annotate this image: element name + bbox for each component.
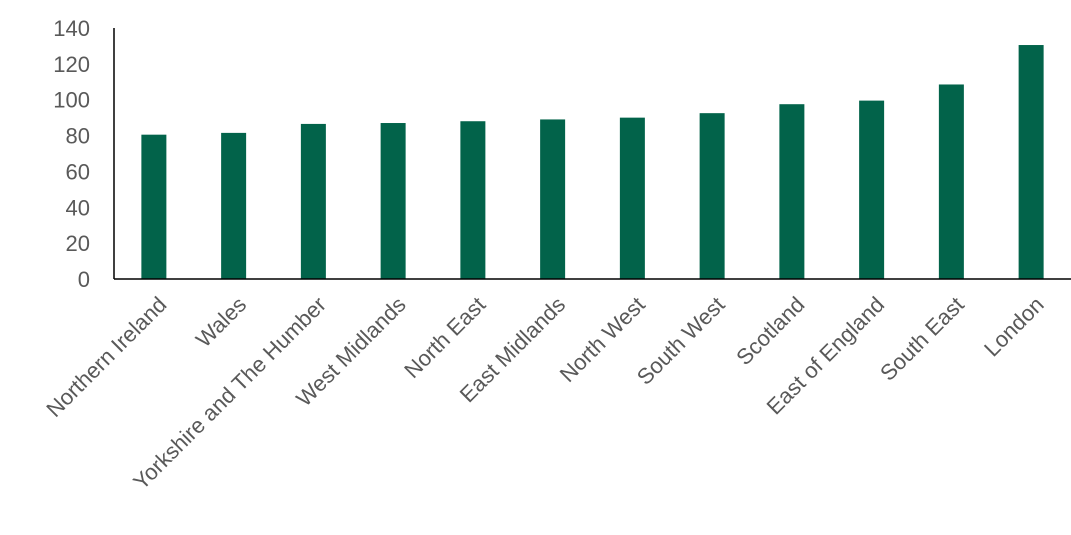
bar [460,121,486,279]
bar [540,119,566,279]
y-tick-label: 60 [66,159,90,184]
y-tick-label: 140 [53,16,90,41]
x-category-label: London [979,292,1049,362]
x-category-label: Scotland [731,292,809,370]
bar [141,134,167,279]
y-tick-label: 40 [66,195,90,220]
x-category-label: Northern Ireland [41,292,171,422]
bars-group [141,45,1044,280]
x-category-label: Wales [191,292,251,352]
bar [859,100,885,279]
bar [221,132,247,279]
y-tick-label: 100 [53,88,90,113]
bar [380,123,406,280]
y-tick-label: 120 [53,52,90,77]
bar [938,84,964,279]
bar [300,123,326,280]
y-tick-label: 20 [66,231,90,256]
bar [699,113,725,280]
bar [619,117,645,280]
bar [779,104,805,279]
y-tick-label: 0 [78,267,90,292]
x-category-label: South East [875,292,969,386]
y-tick-label: 80 [66,124,90,149]
y-axis-ticks: 0 20 40 60 80 100 120 140 [53,16,90,292]
bar [1018,45,1044,280]
